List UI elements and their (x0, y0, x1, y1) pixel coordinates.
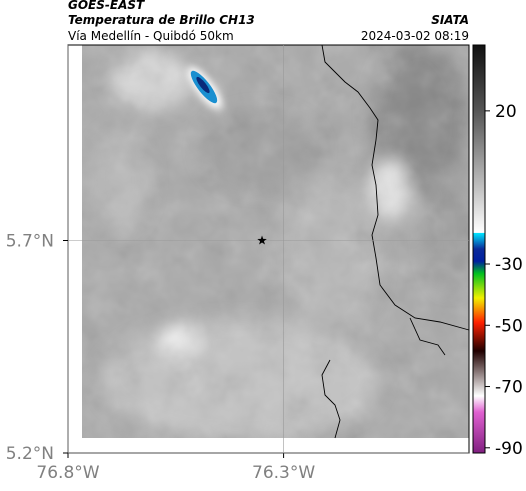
location-marker (257, 235, 267, 245)
datetime: 2024-03-02 08:19 (361, 29, 469, 43)
satellite-image (82, 45, 469, 438)
colorbar-tick-label: -70 (495, 378, 523, 398)
x-tick-label: 76.8°W (36, 463, 99, 483)
source: GOES-EAST (68, 0, 145, 12)
colorbar (472, 44, 486, 454)
colorbar-tick-label: -50 (495, 316, 523, 336)
boundaries (321, 44, 470, 439)
y-tick-label: 5.7°N (6, 232, 54, 252)
org: SIATA (431, 13, 469, 27)
x-tick-label: 76.3°W (252, 463, 315, 483)
colorbar-tick-label: 20 (495, 102, 517, 122)
colorbar-tick-label: -90 (495, 439, 523, 459)
colorbar-tick-label: -30 (495, 255, 523, 275)
y-tick-label: 5.2°N (6, 444, 54, 464)
subtitle: Vía Medellín - Quibdó 50km (68, 29, 234, 43)
title: Temperatura de Brillo CH13 (68, 13, 255, 27)
